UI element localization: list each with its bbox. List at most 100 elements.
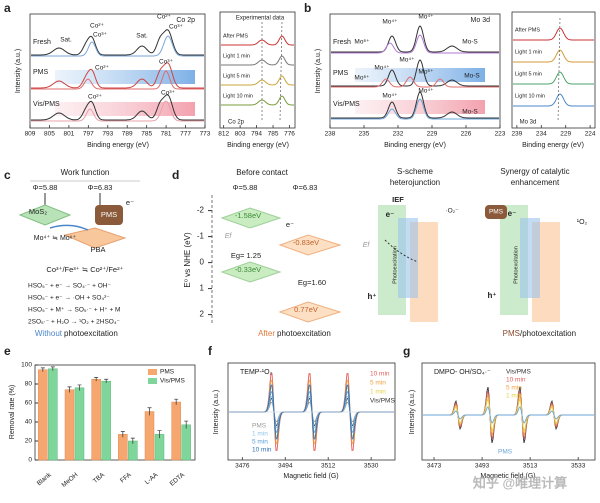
label: After PMS — [515, 27, 540, 33]
label: TEMP-¹O₂ — [240, 369, 273, 376]
x-tick-label: 224 — [585, 131, 596, 138]
peak-label: Co³⁺ — [169, 24, 183, 31]
x-tick-label: 805 — [44, 131, 55, 138]
label: PMS — [101, 210, 117, 219]
error-bar — [77, 384, 82, 391]
pba-layer — [63, 227, 127, 249]
spectrum — [31, 62, 204, 89]
panel-letter: a — [4, 1, 11, 15]
label: PBA — [90, 245, 105, 254]
label: e⁻ — [386, 210, 395, 219]
label: HSO₅⁻ + e⁻ → SO₄·⁻ + OH⁻ — [28, 283, 111, 290]
x-tick-label: 229 — [427, 131, 438, 138]
x-tick-label: 812 — [218, 131, 229, 138]
peak-label: Mo⁶⁺ — [418, 69, 433, 76]
peak-label: Mo-S — [464, 73, 480, 80]
legend-label: 1 min — [506, 393, 522, 400]
plot-frame — [511, 11, 596, 129]
bar — [64, 389, 75, 461]
x-tick-label: 229 — [560, 131, 571, 138]
label: Mo 3d — [471, 17, 491, 24]
panel-letter: c — [4, 168, 11, 182]
error-bar — [67, 386, 72, 393]
label: Eg= 1.25 — [231, 251, 261, 260]
x-tick-label: 3494 — [278, 463, 293, 470]
x-tick-label: 801 — [63, 131, 74, 138]
legend-label: PMS — [160, 369, 175, 376]
label: Photoexcitation — [513, 246, 519, 284]
legend-label: 10 min — [506, 377, 526, 384]
label: Co³⁺/Fe³⁺ ≒ Co²⁺/Fe²⁺ — [46, 265, 123, 274]
x-tick-label: 803 — [235, 131, 246, 138]
spectrum — [331, 91, 499, 119]
label: MoS₂ — [29, 207, 47, 216]
axis-title: Intensity (a.u.) — [15, 49, 22, 93]
label: Co 2p — [228, 120, 245, 126]
y-tick-label: 0 — [200, 258, 205, 267]
legend-label: 10 min — [370, 371, 390, 378]
plot-frame — [29, 13, 206, 129]
x-tick-label: 785 — [268, 131, 279, 138]
x-tick-label: 3473 — [427, 463, 442, 470]
peak-label: Co²⁺ — [157, 14, 171, 21]
spectrum — [513, 93, 594, 107]
y-tick-label: 60 — [25, 400, 33, 407]
panel-letter: b — [304, 1, 311, 15]
spectrum — [221, 35, 294, 46]
label: -0.33eV — [235, 265, 261, 274]
bar — [101, 380, 111, 461]
peak-label: Mo⁴⁺ — [374, 65, 389, 72]
x-tick-label: 3530 — [364, 463, 379, 470]
legend-swatch — [148, 378, 157, 384]
x-tick-label: 776 — [284, 131, 295, 138]
mos2-layer — [18, 204, 72, 226]
label: h⁺ — [487, 291, 496, 300]
x-tick-label: 794 — [251, 131, 262, 138]
axis-title: Intensity (a.u.) — [409, 390, 416, 434]
legend-label: 1 min — [370, 389, 386, 396]
spectrum — [513, 49, 594, 63]
cb-plate — [278, 234, 342, 256]
label: Vis/PMS — [333, 101, 360, 108]
label: HSO₅⁻ + M⁺ → SO₅·⁻ + H⁺ + M — [28, 307, 120, 314]
label: S-scheme — [397, 167, 434, 176]
axis-title: Removal rate (%) — [9, 385, 16, 439]
label: Light 10 min — [515, 93, 545, 99]
x-tick-label: L-AA — [144, 471, 160, 486]
legend-label: Vis/PMS — [160, 378, 185, 385]
legend-label: 5 min — [252, 439, 268, 446]
spectrum — [31, 94, 204, 121]
error-bar — [40, 367, 45, 372]
x-tick-label: 781 — [161, 131, 172, 138]
x-tick-label: 226 — [461, 131, 472, 138]
label: PMS — [503, 329, 520, 338]
y-tick-label: -2 — [197, 206, 205, 215]
plot-frame — [34, 364, 196, 461]
error-bar — [120, 431, 125, 438]
axis-title: Magnetic field (G) — [480, 473, 535, 480]
spectrum — [513, 71, 594, 85]
axis-title: Magnetic field (G) — [283, 473, 338, 480]
axis-title: Binding energy (eV) — [384, 142, 446, 149]
x-tick-label: Blank — [36, 471, 54, 487]
legend-label: 1 min — [252, 431, 268, 438]
bar — [144, 411, 155, 461]
axis-title: Binding energy (eV) — [87, 142, 149, 149]
label: After — [258, 329, 275, 338]
label: Φ=5.88 — [33, 183, 58, 192]
error-bar — [184, 420, 189, 429]
panel-letter: f — [208, 344, 213, 358]
x-tick-label: 777 — [180, 131, 191, 138]
label: Co 2p — [176, 17, 195, 24]
peak-label: Co²⁺ — [95, 65, 109, 72]
x-tick-label: 773 — [200, 131, 211, 138]
error-bar — [147, 407, 152, 416]
peak-label: Co³⁺ — [93, 32, 107, 39]
plot-frame — [219, 11, 296, 129]
y-tick-label: 0 — [28, 457, 32, 464]
label: Light 5 min — [223, 73, 250, 79]
label: Light 1 min — [515, 49, 542, 55]
vb-plate — [220, 261, 282, 283]
x-tick-label: 3533 — [571, 463, 586, 470]
spectrum — [221, 75, 294, 86]
